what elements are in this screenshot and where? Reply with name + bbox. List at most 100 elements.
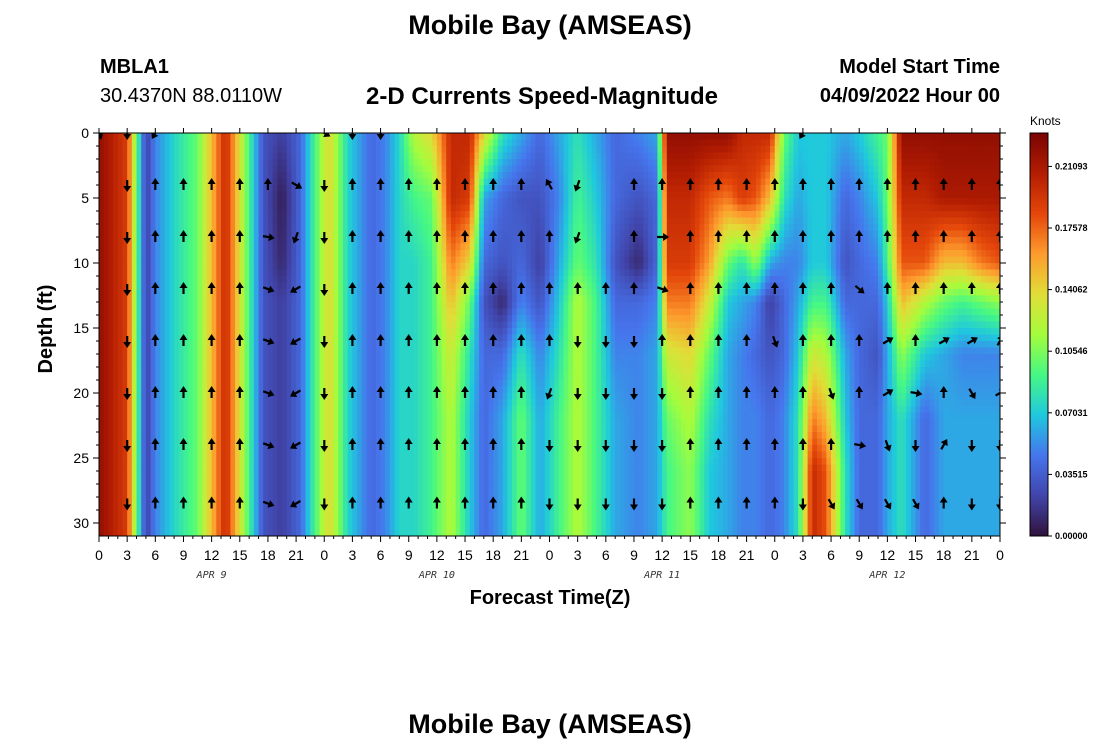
heatmap-cell [324, 217, 330, 225]
heatmap-cell [310, 230, 316, 238]
heatmap-cell [263, 412, 269, 420]
heatmap-cell [450, 315, 457, 323]
heatmap-cell [282, 497, 288, 505]
heatmap-cell [103, 380, 109, 388]
heatmap-cell [131, 224, 138, 232]
heatmap-cell [197, 243, 203, 251]
heatmap-cell [225, 230, 231, 238]
heatmap-cell [450, 308, 457, 316]
heatmap-cell [164, 367, 170, 375]
heatmap-cell [361, 263, 368, 271]
heatmap-cell [202, 354, 208, 362]
heatmap-cell [136, 438, 142, 446]
heatmap-cell [282, 380, 288, 388]
heatmap-cell [427, 458, 433, 466]
heatmap-cell [319, 217, 325, 225]
heatmap-cell [371, 250, 377, 258]
heatmap-cell [408, 412, 415, 420]
heatmap-cell [141, 159, 147, 167]
heatmap-cell [296, 139, 302, 147]
heatmap-cell [267, 243, 274, 251]
heatmap-cell [450, 341, 457, 349]
heatmap-cell [253, 386, 260, 394]
heatmap-cell [319, 451, 325, 459]
heatmap-cell [305, 256, 311, 264]
heatmap-cell [389, 503, 396, 511]
heatmap-cell [427, 211, 433, 219]
heatmap-cell [145, 393, 152, 401]
heatmap-cell [188, 412, 194, 420]
heatmap-cell [178, 367, 185, 375]
heatmap-cell [141, 529, 147, 536]
heatmap-cell [418, 503, 424, 511]
heatmap-cell [389, 237, 396, 245]
heatmap-cell [258, 503, 264, 511]
heatmap-cell [319, 458, 325, 466]
heatmap-cell [113, 445, 119, 453]
heatmap-cell [291, 432, 297, 440]
heatmap-cell [178, 256, 185, 264]
heatmap-cell [394, 159, 400, 167]
heatmap-cell [375, 159, 382, 167]
heatmap-cell [113, 399, 119, 407]
heatmap-cell [450, 256, 457, 264]
heatmap-cell [113, 146, 119, 154]
heatmap-cell [296, 191, 302, 199]
heatmap-cell [99, 139, 105, 147]
heatmap-cell [361, 159, 368, 167]
heatmap-cell [160, 347, 166, 355]
heatmap-cell [263, 282, 269, 290]
heatmap-cell [197, 497, 203, 505]
heatmap-cell [113, 133, 119, 141]
heatmap-cell [216, 302, 222, 310]
heatmap-cell [174, 204, 180, 212]
heatmap-cell [141, 165, 147, 173]
heatmap-cell [230, 191, 236, 199]
heatmap-cell [300, 341, 307, 349]
heatmap-cell [253, 295, 260, 303]
heatmap-cell [371, 419, 377, 427]
heatmap-cell [286, 334, 292, 342]
heatmap-cell [450, 172, 457, 180]
heatmap-cell [235, 250, 241, 258]
heatmap-cell [371, 276, 377, 284]
heatmap-cell [211, 367, 217, 375]
heatmap-cell [169, 276, 175, 284]
heatmap-cell [258, 191, 264, 199]
heatmap-cell [117, 263, 124, 271]
heatmap-cell [136, 393, 142, 401]
heatmap-cell [436, 198, 443, 206]
heatmap-cell [174, 172, 180, 180]
heatmap-cell [230, 464, 236, 472]
heatmap-cell [333, 484, 339, 492]
heatmap-cell [188, 295, 194, 303]
heatmap-cell [164, 139, 170, 147]
heatmap-cell [258, 256, 264, 264]
heatmap-cell [418, 386, 424, 394]
heatmap-cell [455, 380, 461, 388]
heatmap-cell [469, 269, 476, 277]
heatmap-cell [258, 497, 264, 505]
heatmap-cell [343, 178, 349, 186]
heatmap-cell [399, 295, 405, 303]
heatmap-cell [103, 237, 109, 245]
heatmap-cell [183, 367, 189, 375]
heatmap-cell [310, 295, 316, 303]
heatmap-cell [127, 152, 133, 160]
heatmap-cell [174, 159, 180, 167]
heatmap-cell [221, 263, 227, 271]
heatmap-cell [436, 133, 443, 141]
heatmap-cell [197, 217, 203, 225]
heatmap-cell [422, 328, 429, 336]
heatmap-cell [324, 146, 330, 154]
heatmap-cell [239, 198, 246, 206]
heatmap-cell [427, 295, 433, 303]
heatmap-cell [141, 315, 147, 323]
heatmap-cell [375, 152, 382, 160]
heatmap-cell [366, 146, 372, 154]
heatmap-cell [469, 146, 476, 154]
heatmap-cell [113, 516, 119, 524]
heatmap-cell [225, 198, 231, 206]
heatmap-cell [103, 373, 109, 381]
heatmap-cell [371, 523, 377, 531]
